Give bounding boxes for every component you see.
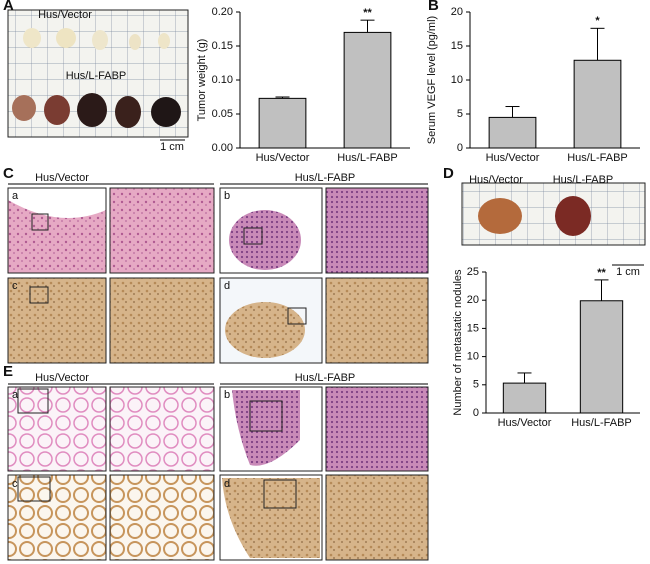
bar <box>579 300 624 414</box>
sub-panel-letter: a <box>12 389 19 401</box>
bar <box>573 59 622 149</box>
bar <box>488 116 537 149</box>
scale-label: 1 cm <box>616 266 640 278</box>
y-tick-label: 0.15 <box>212 40 233 52</box>
bar <box>258 97 307 149</box>
sub-panel-letter: c <box>12 280 18 292</box>
scale-label: 1 cm <box>160 141 184 153</box>
group-label: Hus/L-FABP <box>66 70 127 82</box>
panel-letter: E <box>3 363 13 380</box>
tumors <box>12 28 181 128</box>
lung <box>555 196 591 236</box>
bar <box>343 31 392 149</box>
group-label: Hus/L-FABP <box>295 372 356 384</box>
sub-panel-letter: c <box>12 478 18 490</box>
y-tick-label: 0 <box>457 142 463 154</box>
group-label: Hus/L-FABP <box>553 174 614 186</box>
y-tick-label: 25 <box>467 266 479 278</box>
y-tick-label: 10 <box>451 74 463 86</box>
x-tick-label: Hus/Vector <box>486 152 540 164</box>
panel-letter: A <box>3 0 14 14</box>
group-label: Hus/Vector <box>35 172 89 184</box>
histology <box>7 386 429 561</box>
group-label: Hus/Vector <box>38 9 92 21</box>
group-label: Hus/L-FABP <box>295 172 356 184</box>
y-tick-label: 5 <box>457 108 463 120</box>
sub-panel-letter: b <box>224 190 230 202</box>
lung <box>478 198 522 234</box>
histology <box>7 187 429 364</box>
group-label: Hus/Vector <box>35 372 89 384</box>
sub-panel-letter: d <box>224 478 230 490</box>
y-tick-label: 0.20 <box>212 6 233 18</box>
y-tick-label: 15 <box>451 40 463 52</box>
significance: ** <box>597 267 606 279</box>
x-tick-label: Hus/L-FABP <box>567 152 628 164</box>
sub-panel-letter: a <box>12 190 19 202</box>
y-tick-label: 20 <box>451 6 463 18</box>
x-tick-label: Hus/L-FABP <box>571 417 632 429</box>
y-tick-label: 0.10 <box>212 74 233 86</box>
sub-panel-letter: b <box>224 389 230 401</box>
group-label: Hus/Vector <box>469 174 523 186</box>
y-tick-label: 15 <box>467 322 479 334</box>
y-axis-label: Serum VEGF level (pg/ml) <box>426 16 438 144</box>
x-tick-label: Hus/Vector <box>256 152 310 164</box>
y-tick-label: 0 <box>473 407 479 419</box>
y-axis-label: Number of metastatic nodules <box>452 269 464 416</box>
significance: ** <box>363 7 372 19</box>
y-tick-label: 0.05 <box>212 108 233 120</box>
x-tick-label: Hus/L-FABP <box>337 152 398 164</box>
y-tick-label: 10 <box>467 351 479 363</box>
panel-letter: D <box>443 165 454 182</box>
sub-panel-letter: d <box>224 280 230 292</box>
y-axis-label: Tumor weight (g) <box>196 39 208 122</box>
y-tick-label: 5 <box>473 379 479 391</box>
panel-letter: B <box>428 0 439 14</box>
panel-letter: C <box>3 165 14 182</box>
bar <box>502 382 547 414</box>
significance: * <box>595 15 600 27</box>
x-tick-label: Hus/Vector <box>498 417 552 429</box>
y-tick-label: 20 <box>467 294 479 306</box>
y-tick-label: 0.00 <box>212 142 233 154</box>
